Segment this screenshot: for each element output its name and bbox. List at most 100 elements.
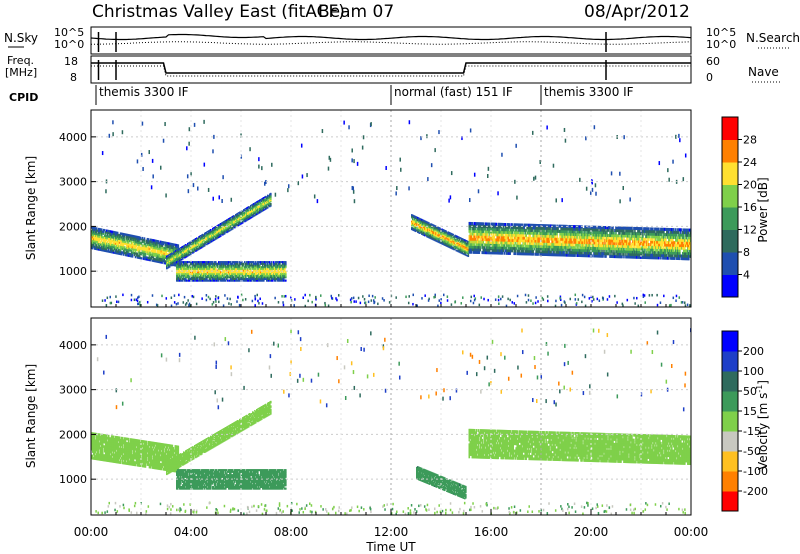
echo-cell: [260, 210, 262, 212]
echo-cell: [250, 210, 252, 212]
echo-cell: [461, 239, 464, 242]
echo-cell: [437, 231, 439, 234]
echo-cell: [566, 253, 568, 257]
echo-cell: [420, 228, 422, 231]
echo-cell: [463, 250, 466, 253]
echo-cell: [225, 266, 227, 269]
echo-cell: [214, 277, 216, 280]
echo-cell: [188, 272, 190, 275]
echo-cell: [477, 230, 480, 234]
echo-cell: [253, 272, 255, 275]
echo-cell: [100, 230, 103, 233]
echo-cell: [264, 208, 266, 211]
echo-cell: [142, 248, 145, 251]
echo-cell: [572, 253, 574, 257]
echo-cell: [522, 234, 524, 238]
echo-cell: [217, 229, 219, 231]
echo-cell: [188, 274, 190, 277]
echo-cell: [211, 269, 213, 272]
echo-cell: [544, 239, 546, 243]
echo-cell: [98, 237, 101, 240]
echo-cell: [542, 252, 544, 256]
echo-cell: [476, 232, 479, 236]
echo-cell: [156, 249, 159, 252]
echo-cell: [98, 246, 101, 249]
echo-cell: [526, 239, 528, 243]
echo-cell: [176, 253, 178, 256]
echo-cell: [183, 272, 185, 275]
echo-cell: [460, 249, 463, 252]
echo-cell: [186, 245, 188, 248]
echo-cell: [261, 208, 263, 210]
echo-cell: [136, 241, 139, 244]
echo-cell: [462, 247, 465, 250]
echo-cell: [180, 271, 182, 274]
echo-cell: [113, 234, 116, 238]
echo-cell: [111, 236, 114, 239]
echo-cell: [162, 250, 165, 253]
echo-cell: [523, 236, 525, 240]
echo-cell: [161, 255, 164, 259]
echo-cell: [273, 266, 275, 269]
echo-cell: [209, 276, 211, 279]
echo-cell: [279, 262, 281, 265]
echo-cell: [208, 230, 210, 232]
echo-cell: [181, 258, 183, 261]
echo-cell: [242, 222, 244, 224]
echo-cell: [179, 255, 181, 258]
echo-cell: [478, 227, 481, 231]
echo-cell: [269, 272, 271, 275]
echo-cell: [172, 259, 174, 262]
echo-cell: [249, 272, 251, 275]
echo-cell: [411, 223, 413, 225]
echo-cell: [115, 231, 118, 234]
echo-cell: [179, 259, 181, 262]
echo-cell: [148, 258, 151, 262]
echo-cell: [149, 247, 152, 251]
echo-cell: [259, 261, 261, 264]
echo-cell: [213, 262, 215, 265]
echo-cell: [192, 249, 194, 252]
echo-cell: [542, 232, 544, 236]
echo-cell: [489, 225, 492, 229]
echo-cell: [254, 272, 256, 275]
echo-cell: [224, 225, 226, 227]
echo-cell: [278, 277, 280, 280]
echo-cell: [117, 250, 120, 253]
echo-cell: [265, 207, 267, 209]
echo-cell: [217, 233, 219, 236]
echo-cell: [126, 241, 129, 244]
echo-cell: [183, 266, 185, 269]
echo-cell: [115, 244, 118, 247]
echo-cell: [250, 272, 252, 275]
echo-cell: [247, 279, 249, 282]
echo-cell: [197, 240, 199, 242]
echo-cell: [500, 251, 503, 255]
echo-cell: [274, 271, 276, 274]
echo-cell: [563, 240, 565, 244]
echo-cell: [270, 192, 272, 195]
echo-cell: [145, 239, 148, 242]
echo-cell: [532, 252, 534, 256]
echo-cell: [529, 223, 531, 227]
echo-cell: [277, 274, 279, 277]
echo-cell: [147, 245, 150, 248]
echo-cell: [542, 239, 544, 243]
echo-cell: [454, 246, 456, 249]
echo-cell: [258, 279, 260, 282]
echo-cell: [253, 277, 255, 280]
echo-cell: [247, 215, 249, 218]
echo-cell: [265, 200, 267, 202]
echo-cell: [473, 237, 476, 241]
echo-cell: [571, 230, 573, 234]
echo-cell: [538, 226, 540, 230]
echo-cell: [222, 279, 224, 282]
echo-cell: [496, 233, 499, 237]
echo-cell: [238, 221, 240, 223]
echo-cell: [230, 262, 232, 265]
echo-cell: [186, 274, 188, 277]
echo-cell: [571, 240, 573, 244]
echo-cell: [447, 237, 449, 240]
echo-cell: [181, 256, 183, 259]
echo-cell: [548, 226, 550, 230]
